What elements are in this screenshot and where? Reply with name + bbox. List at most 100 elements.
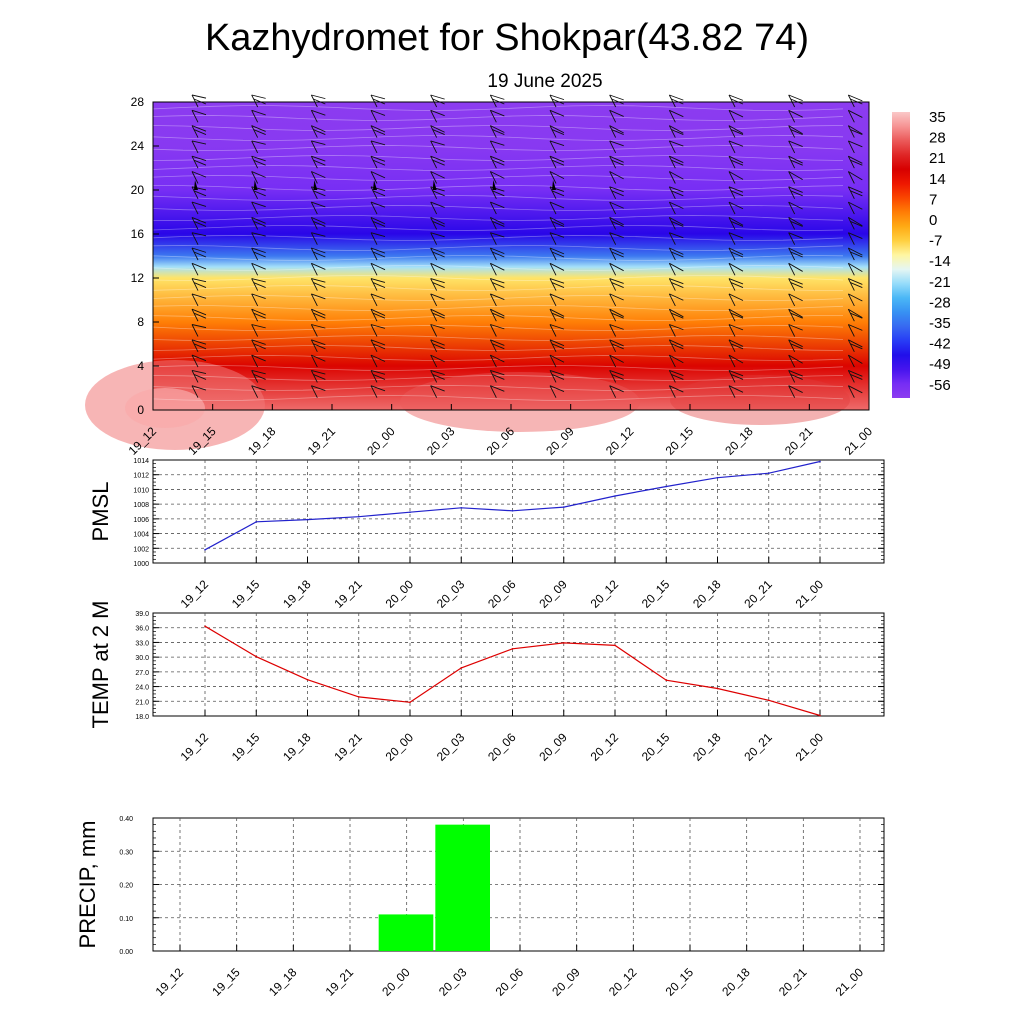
- wind-barb: [668, 324, 676, 337]
- wind-barb: [609, 201, 617, 215]
- contour-line: [152, 145, 844, 151]
- wind-barb-feather: [193, 282, 207, 289]
- data-point: [511, 509, 514, 512]
- wind-barb: [489, 324, 497, 337]
- wind-barb-feather: [313, 282, 326, 289]
- wind-barb: [430, 385, 438, 398]
- wind-barb-feather: [430, 140, 445, 146]
- wind-barb-feather: [432, 251, 445, 258]
- wind-barb-feather: [669, 262, 684, 272]
- wind-barb-feather: [850, 282, 863, 289]
- x-tick-label: 20_12: [603, 424, 637, 458]
- wind-barb-feather: [669, 339, 684, 347]
- wind-barb-feather: [492, 251, 505, 258]
- wind-barb: [847, 171, 855, 184]
- wind-barb-feather: [609, 369, 624, 376]
- wind-barb-feather: [313, 159, 326, 166]
- data-point: [204, 625, 206, 628]
- wind-barb-feather: [311, 140, 326, 145]
- x-tick-label: 20_06: [485, 577, 519, 611]
- wind-barb-feather: [492, 282, 505, 289]
- wind-barb: [310, 186, 318, 200]
- wind-barb-feather: [790, 159, 803, 166]
- wind-barb: [668, 263, 676, 276]
- wind-barb: [251, 324, 259, 337]
- contour-line: [152, 385, 844, 391]
- wind-barb-feather: [191, 125, 207, 132]
- contour-line: [152, 275, 844, 281]
- wind-barb: [370, 125, 378, 138]
- wind-barb: [609, 110, 617, 123]
- wind-barb-feather: [191, 171, 207, 178]
- data-point: [255, 521, 258, 523]
- wind-barb: [549, 293, 557, 307]
- colorbar-label: -49: [929, 356, 951, 373]
- x-tick-label: 20_21: [776, 965, 810, 999]
- wind-barb: [728, 370, 736, 383]
- wind-barb-feather: [728, 94, 744, 101]
- wind-barb-feather: [251, 94, 266, 99]
- wind-barb-feather: [788, 293, 803, 302]
- wind-barb-feather: [611, 373, 624, 380]
- wind-barb: [549, 186, 557, 200]
- wind-barb-feather: [609, 324, 624, 330]
- wind-barb-feather: [848, 109, 863, 118]
- wind-barb-feather: [669, 232, 684, 239]
- wind-barb: [788, 308, 796, 322]
- wind-barb: [191, 339, 199, 353]
- wind-barb-feather: [669, 278, 684, 285]
- wind-barb-pennant: [432, 180, 437, 190]
- wind-barb: [788, 201, 796, 215]
- y-axis-label: TEMP at 2 M: [88, 601, 113, 729]
- wind-barb-feather: [669, 171, 684, 180]
- wind-barb: [191, 354, 199, 368]
- contour-line: [152, 215, 844, 221]
- wind-barb-feather: [372, 190, 386, 197]
- wind-barb-feather: [549, 324, 565, 330]
- wind-barb: [847, 201, 855, 215]
- wind-barb-feather: [370, 247, 386, 254]
- wind-barb-feather: [669, 109, 684, 118]
- contour-line: [152, 265, 844, 271]
- wind-barb-feather: [788, 262, 803, 272]
- x-tick-label: 20_03: [436, 965, 470, 999]
- wind-barb: [489, 247, 497, 261]
- wind-barb-feather: [549, 293, 565, 301]
- wind-barb-feather: [370, 262, 386, 271]
- wind-barb-feather: [251, 125, 266, 132]
- wind-barb: [788, 370, 796, 383]
- wind-barb-feather: [492, 312, 505, 319]
- wind-barb: [310, 339, 318, 353]
- wind-barb-feather: [609, 155, 624, 163]
- data-point: [357, 515, 360, 518]
- wind-barb-feather: [370, 232, 386, 238]
- x-tick-label: 20_03: [434, 577, 468, 611]
- wind-barb-feather: [848, 94, 863, 102]
- x-tick-label: 19_21: [331, 577, 365, 611]
- x-tick-label: 20_12: [606, 965, 640, 999]
- wind-barb-feather: [848, 308, 863, 318]
- x-tick-label: 20_06: [493, 965, 527, 999]
- wind-barb: [609, 385, 617, 398]
- x-tick-label: 20_09: [536, 577, 570, 611]
- wind-barb-feather: [790, 129, 803, 136]
- wind-barb-feather: [549, 262, 565, 271]
- wind-barb-feather: [251, 339, 266, 345]
- wind-barb-feather: [430, 125, 445, 133]
- wind-barb: [191, 110, 199, 123]
- wind-barb: [370, 324, 378, 337]
- x-tick-label: 19_18: [280, 577, 314, 611]
- colorbar-label: -42: [929, 336, 951, 353]
- wind-barb: [549, 217, 557, 230]
- wind-barb-feather: [609, 171, 624, 180]
- wind-barb-feather: [671, 312, 684, 319]
- wind-barb: [668, 354, 676, 368]
- wind-barb: [251, 370, 259, 383]
- plot-frame: [152, 612, 885, 717]
- wind-barb-feather: [372, 373, 386, 380]
- wind-barb-pennant: [552, 180, 556, 190]
- y-tick-label: 12: [131, 271, 145, 285]
- wind-barb-feather: [609, 201, 624, 209]
- wind-barb-feather: [430, 278, 445, 284]
- wind-barb: [609, 155, 617, 169]
